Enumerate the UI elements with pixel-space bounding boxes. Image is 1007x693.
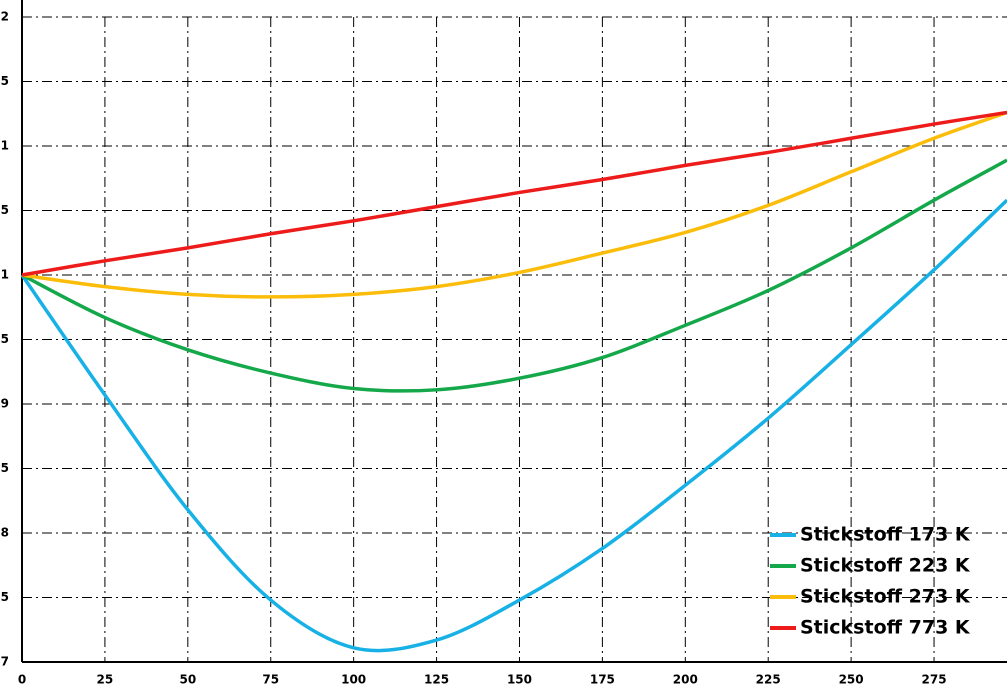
- x-tick-label: 50: [179, 673, 196, 687]
- legend-label: Stickstoff 223 K: [800, 555, 971, 577]
- x-tick-label: 250: [839, 673, 864, 687]
- x-tick-label: 75: [262, 673, 279, 687]
- legend-label: Stickstoff 273 K: [800, 586, 971, 608]
- y-tick-label: 5: [1, 332, 9, 346]
- legend-label: Stickstoff 773 K: [800, 617, 971, 639]
- series-line: [21, 110, 1007, 277]
- series-line: [21, 110, 1007, 299]
- x-tick-label: 25: [97, 673, 114, 687]
- x-tick-label: 200: [673, 673, 698, 687]
- x-tick-label: 125: [424, 673, 449, 687]
- y-tick-label: 2: [1, 10, 9, 24]
- y-tick-label: 9: [1, 397, 9, 411]
- x-tick-label: 275: [922, 673, 947, 687]
- y-tick-label: 5: [1, 74, 9, 88]
- x-tick-label: 0: [18, 673, 26, 687]
- series-line: [20, 198, 1007, 653]
- x-tick-label: 100: [341, 673, 366, 687]
- x-tick-label: 175: [590, 673, 615, 687]
- legend-label: Stickstoff 173 K: [800, 524, 971, 546]
- x-tick-label: 225: [756, 673, 781, 687]
- y-tick-label: 1: [1, 139, 9, 153]
- y-tick-label: 5: [1, 590, 9, 604]
- y-tick-label: 1: [1, 268, 9, 282]
- y-tick-label: 5: [1, 461, 9, 475]
- series-line: [21, 158, 1007, 393]
- y-tick-label: 8: [1, 526, 9, 540]
- x-tick-label: 150: [507, 673, 532, 687]
- y-tick-label: 5: [1, 203, 9, 217]
- y-tick-label: 7: [1, 655, 9, 669]
